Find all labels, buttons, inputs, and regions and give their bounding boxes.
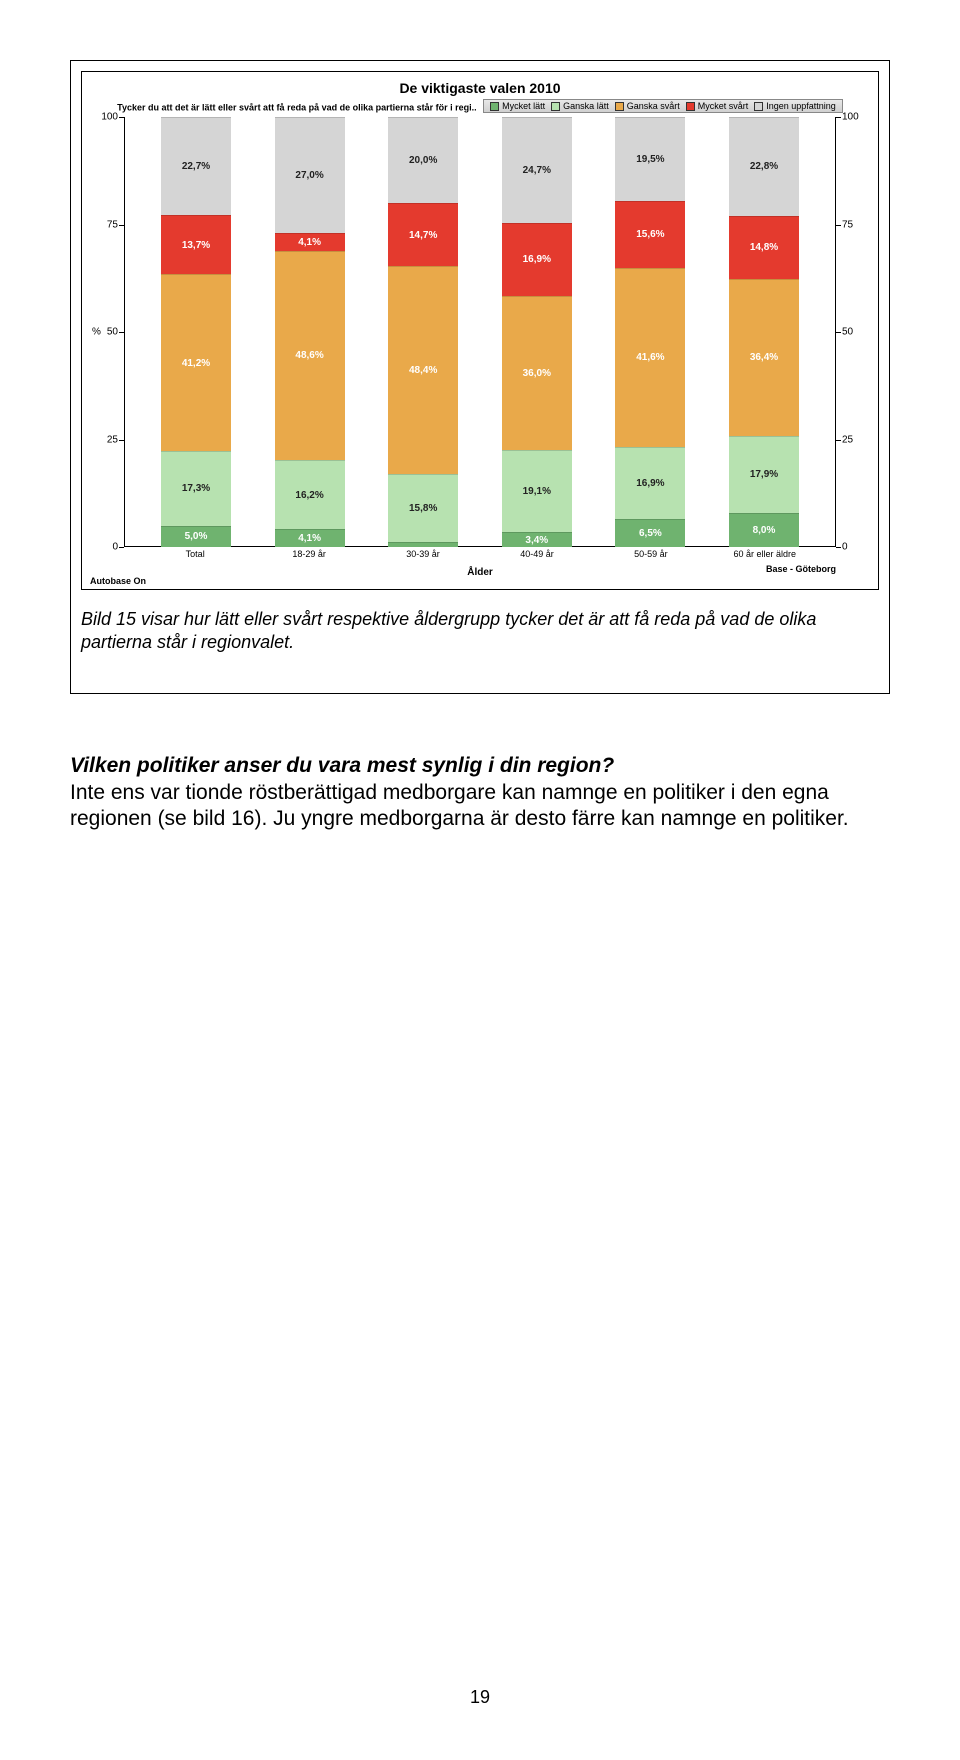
ytick-label: 0	[842, 542, 848, 553]
ytick-label: 0	[112, 542, 118, 553]
legend-label: Mycket lätt	[502, 101, 545, 111]
section-heading: Vilken politiker anser du vara mest synl…	[70, 754, 890, 778]
legend-item: Mycket svårt	[686, 101, 749, 111]
bar-segment: 8,0%	[729, 513, 799, 547]
legend-swatch	[754, 102, 763, 111]
bar-segment: 3,4%	[502, 532, 572, 547]
ytick-mark	[836, 117, 841, 118]
section-body: Inte ens var tionde röstberättigad medbo…	[70, 780, 890, 833]
bar-segment: 16,9%	[502, 223, 572, 296]
bar-segment: 27,0%	[275, 117, 345, 233]
ytick-mark	[836, 440, 841, 441]
legend-item: Ingen uppfattning	[754, 101, 836, 111]
bar-segment: 15,6%	[615, 201, 685, 268]
ytick-label: 50	[842, 327, 853, 338]
bar-segment: 14,7%	[388, 203, 458, 266]
ytick-label: 25	[842, 434, 853, 445]
bar-segment: 4,1%	[275, 529, 345, 547]
x-axis: Total 18-29 år 30-39 år 40-49 år 50-59 år 60 …	[124, 547, 836, 565]
bar-segment: 24,7%	[502, 117, 572, 223]
bar-segment: 15,8%	[388, 474, 458, 542]
bar-segment: 20,0%	[388, 117, 458, 203]
ytick-label: 100	[101, 112, 118, 123]
chart-title: De viktigaste valen 2010	[90, 80, 870, 96]
plot-wrap: % 0255075100 5,0%17,3%41,2%13,7%22,7%4,1…	[90, 117, 870, 547]
page-number: 19	[470, 1687, 490, 1708]
bar-column: 6,5%16,9%41,6%15,6%19,5%	[615, 117, 685, 547]
x-category-label: 40-49 år	[520, 549, 554, 559]
bar-segment: 4,1%	[275, 233, 345, 251]
bar-segment: 6,5%	[615, 519, 685, 547]
ytick-mark	[836, 225, 841, 226]
y-axis-right: 0255075100	[836, 117, 870, 547]
ytick-label: 75	[107, 219, 118, 230]
ytick-mark	[836, 332, 841, 333]
x-category-label: 60 år eller äldre	[734, 549, 797, 559]
plot-area: 5,0%17,3%41,2%13,7%22,7%4,1%16,2%48,6%4,…	[124, 117, 836, 547]
ytick-label: 25	[107, 434, 118, 445]
y-axis-left: % 0255075100	[90, 117, 124, 547]
legend-label: Mycket svårt	[698, 101, 749, 111]
legend-item: Ganska svårt	[615, 101, 680, 111]
y-axis-label: %	[92, 327, 101, 338]
legend-label: Ganska svårt	[627, 101, 680, 111]
legend-swatch	[551, 102, 560, 111]
legend-swatch	[686, 102, 695, 111]
bar-column: 8,0%17,9%36,4%14,8%22,8%	[729, 117, 799, 547]
bar-segment: 16,9%	[615, 447, 685, 520]
chart-subtitle-row: Tycker du att det är lätt eller svårt at…	[90, 99, 870, 113]
legend-label: Ingen uppfattning	[766, 101, 836, 111]
bar-segment: 36,0%	[502, 296, 572, 451]
bar-column: 3,4%19,1%36,0%16,9%24,7%	[502, 117, 572, 547]
bar-column: 4,1%16,2%48,6%4,1%27,0%	[275, 117, 345, 547]
chart-subtitle: Tycker du att det är lätt eller svårt at…	[117, 103, 476, 113]
chart-legend: Mycket lätt Ganska lätt Ganska svårt Mycket…	[483, 99, 843, 113]
bar-segment: 22,7%	[161, 117, 231, 215]
bar-segment: 41,2%	[161, 274, 231, 451]
ytick-mark	[836, 547, 841, 548]
legend-label: Ganska lätt	[563, 101, 609, 111]
x-category-label: 50-59 år	[634, 549, 668, 559]
bar-segment: 19,1%	[502, 450, 572, 532]
legend-item: Mycket lätt	[490, 101, 545, 111]
x-category-label: Total	[186, 549, 205, 559]
bar-segment: 19,5%	[615, 117, 685, 201]
bar-segment: 14,8%	[729, 216, 799, 280]
bar-segment: 41,6%	[615, 268, 685, 447]
x-category-label: 18-29 år	[292, 549, 326, 559]
legend-swatch	[615, 102, 624, 111]
bar-segment: 17,9%	[729, 436, 799, 513]
chart-container: De viktigaste valen 2010 Tycker du att d…	[81, 71, 879, 590]
bar-segment: 22,8%	[729, 117, 799, 215]
base-label: Base - Göteborg	[90, 564, 836, 574]
bar-column: 15,8%48,4%14,7%20,0%	[388, 117, 458, 547]
x-category-label: 30-39 år	[406, 549, 440, 559]
bar-column: 5,0%17,3%41,2%13,7%22,7%	[161, 117, 231, 547]
bar-segment: 48,4%	[388, 266, 458, 474]
ytick-label: 75	[842, 219, 853, 230]
bar-segment: 17,3%	[161, 451, 231, 525]
ytick-label: 50	[107, 327, 118, 338]
bar-segment: 13,7%	[161, 215, 231, 274]
bar-segment: 5,0%	[161, 526, 231, 548]
bar-segment: 16,2%	[275, 460, 345, 530]
ytick-label: 100	[842, 112, 859, 123]
bar-segment: 48,6%	[275, 251, 345, 460]
chart-caption: Bild 15 visar hur lätt eller svårt respe…	[81, 608, 879, 653]
legend-swatch	[490, 102, 499, 111]
bar-segment: 36,4%	[729, 279, 799, 436]
page-frame: De viktigaste valen 2010 Tycker du att d…	[70, 60, 890, 694]
legend-item: Ganska lätt	[551, 101, 609, 111]
